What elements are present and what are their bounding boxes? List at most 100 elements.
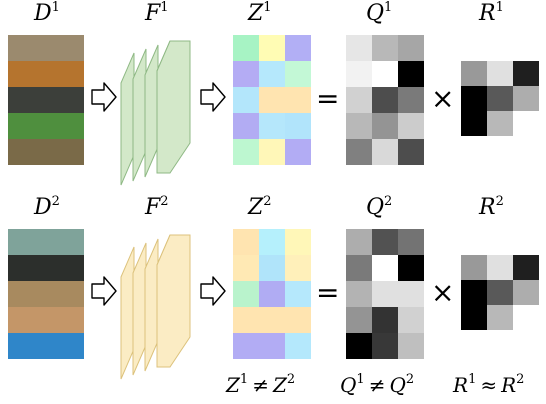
r-cell — [461, 61, 487, 86]
z-cell — [233, 139, 259, 165]
r-cell — [487, 61, 513, 86]
z-cell — [233, 113, 259, 139]
q-cell — [398, 87, 424, 113]
label-f-1: F1 — [144, 0, 169, 26]
z-cell — [285, 139, 311, 165]
label-f-2: F2 — [144, 194, 169, 220]
feature-extractor-row-1 — [120, 40, 191, 186]
q-cell — [372, 139, 398, 165]
q-cell — [372, 229, 398, 255]
r-cell — [461, 86, 487, 111]
q-cell — [346, 281, 372, 307]
z-matrix-row-1 — [233, 35, 311, 165]
z-cell — [259, 35, 285, 61]
feature-layer-plate — [120, 52, 135, 186]
z-cell — [285, 333, 311, 359]
arrow-icon — [200, 82, 226, 112]
z-cell — [285, 87, 311, 113]
q-cell — [398, 333, 424, 359]
photo-panda — [8, 255, 84, 281]
r-matrix-row-2 — [461, 255, 539, 330]
z-cell — [233, 307, 259, 333]
q-cell — [346, 333, 372, 359]
feature-extractor-row-2 — [120, 234, 191, 380]
photo-tiger — [8, 61, 84, 87]
q-cell — [398, 139, 424, 165]
q-cell — [372, 333, 398, 359]
r-cell — [461, 111, 487, 136]
times-sign-row-1: × — [431, 82, 454, 115]
z-matrix-row-2 — [233, 229, 311, 359]
arrow-icon — [91, 82, 117, 112]
z-cell — [233, 255, 259, 281]
r-cell — [513, 86, 539, 111]
q-cell — [372, 35, 398, 61]
z-cell — [259, 333, 285, 359]
q-cell — [372, 255, 398, 281]
r-cell — [487, 111, 513, 136]
z-cell — [259, 113, 285, 139]
z-cell — [259, 307, 285, 333]
feature-layer-plate — [144, 44, 159, 178]
r-cell — [513, 280, 539, 305]
label-q-1: Q1 — [366, 0, 392, 26]
r-cell — [487, 280, 513, 305]
q-cell — [346, 139, 372, 165]
q-cell — [346, 113, 372, 139]
label-q-2: Q2 — [366, 194, 392, 220]
photo-cat — [8, 35, 84, 61]
q-cell — [372, 113, 398, 139]
r-cell — [461, 305, 487, 330]
data-images-row-2 — [8, 229, 84, 359]
q-matrix-row-2 — [346, 229, 424, 359]
z-cell — [285, 255, 311, 281]
photo-giraffe — [8, 281, 84, 307]
photo-rabbit — [8, 307, 84, 333]
q-cell — [346, 35, 372, 61]
q-cell — [372, 87, 398, 113]
photo-duckling — [8, 139, 84, 165]
q-cell — [398, 307, 424, 333]
q-cell — [372, 307, 398, 333]
equation-r-approx-equal: R1 ≈ R2 — [452, 372, 524, 397]
label-z-1: Z1 — [247, 0, 272, 26]
label-r-2: R2 — [478, 194, 504, 220]
r-matrix-row-1 — [461, 61, 539, 136]
q-cell — [346, 255, 372, 281]
z-cell — [233, 333, 259, 359]
z-cell — [285, 229, 311, 255]
q-cell — [346, 61, 372, 87]
z-cell — [233, 61, 259, 87]
r-cell — [487, 305, 513, 330]
equation-z-not-equal: Z1 ≠ Z2 — [225, 372, 295, 397]
photo-dolphin — [8, 333, 84, 359]
feature-layer-plate — [120, 246, 135, 380]
z-cell — [285, 35, 311, 61]
z-cell — [259, 229, 285, 255]
arrow-icon — [200, 276, 226, 306]
label-d-1: D1 — [33, 0, 60, 26]
times-sign-row-2: × — [431, 276, 454, 309]
q-cell — [346, 307, 372, 333]
data-images-row-1 — [8, 35, 84, 165]
r-cell — [487, 255, 513, 280]
label-r-1: R1 — [478, 0, 504, 26]
r-cell — [461, 280, 487, 305]
feature-layer-front — [156, 234, 191, 368]
z-cell — [285, 307, 311, 333]
z-cell — [285, 281, 311, 307]
photo-panda — [8, 87, 84, 113]
feature-layer-plate — [132, 48, 147, 182]
q-cell — [346, 229, 372, 255]
q-cell — [346, 87, 372, 113]
feature-layer-plate — [132, 242, 147, 376]
q-cell — [398, 113, 424, 139]
q-cell — [398, 281, 424, 307]
z-cell — [259, 139, 285, 165]
equals-sign-row-2: = — [316, 276, 339, 309]
z-cell — [233, 87, 259, 113]
equals-sign-row-1: = — [316, 82, 339, 115]
feature-layer-plate — [144, 238, 159, 372]
photo-puppy — [8, 229, 84, 255]
z-cell — [259, 87, 285, 113]
